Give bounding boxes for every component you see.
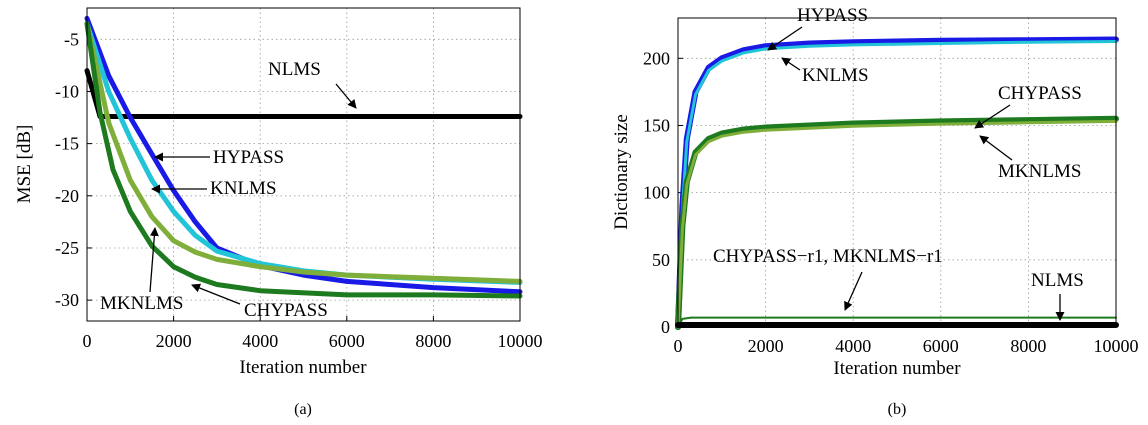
panel-a-y-tick-labels: -30 -25 -20 -15 -10 -5 (55, 29, 79, 310)
panel-a-y-tick-2: -20 (55, 186, 79, 206)
annotation-hypass: HYPASS (213, 147, 284, 168)
panel-a-annotations: NLMS HYPASS KNLMS MKNLMS CHYPASS (100, 59, 357, 321)
panel-b-x-tick-1: 2000 (748, 336, 784, 356)
panel-b-y-tick-2: 100 (643, 183, 670, 203)
panel-b-caption: (b) (888, 401, 907, 418)
panel-a-x-tick-3: 6000 (329, 331, 365, 351)
panel-a-x-tick-1: 2000 (156, 331, 192, 351)
arrow-chypass (191, 283, 241, 305)
annotation-knlms: KNLMS (210, 178, 277, 199)
panel-b-series-knlms (676, 40, 1118, 329)
panel-b-x-tick-4: 8000 (1010, 336, 1046, 356)
panel-a-mse-chart: 0 2000 4000 6000 8000 10000 -30 -25 -20 -15 -10 -5… (14, 7, 543, 418)
panel-a-y-axis-label: MSE [dB] (14, 125, 35, 204)
arrow-nlms (335, 83, 357, 109)
panel-b-dictionary-chart: 0 2000 4000 6000 8000 10000 0 50 100 150 200 Iter… (611, 5, 1139, 418)
annotation-nlms: NLMS (268, 59, 321, 80)
panel-a-gridlines (86, 8, 521, 321)
annotation-b-chypass: CHYPASS (998, 83, 1082, 104)
annotation-b-nlms: NLMS (1031, 270, 1084, 291)
panel-b-x-tick-3: 6000 (923, 336, 959, 356)
panel-b-plot-frame (677, 17, 1117, 328)
panel-b-y-tick-1: 50 (652, 250, 670, 270)
panel-b-y-tick-3: 150 (643, 115, 670, 135)
panel-b-x-tick-2: 4000 (835, 336, 871, 356)
arrow-b-hypass (767, 26, 803, 51)
arrow-b-r1 (844, 271, 863, 311)
panel-a-series-chypass (84, 21, 523, 299)
panel-b-series (675, 36, 1119, 330)
panel-a-x-tick-4: 8000 (415, 331, 451, 351)
panel-a-x-axis-label: Iteration number (239, 357, 367, 378)
annotation-mknlms: MKNLMS (100, 293, 183, 314)
arrow-b-mknlms (979, 135, 1013, 161)
annotation-chypass: CHYPASS (244, 300, 328, 321)
annotation-b-knlms: KNLMS (802, 65, 869, 86)
panel-a-y-tick-5: -5 (64, 29, 79, 49)
annotation-b-r1: CHYPASS−r1, MKNLMS−r1 (713, 246, 943, 267)
panel-a-caption: (a) (294, 401, 312, 418)
panel-a-plot-frame (86, 7, 521, 322)
panel-b-y-tick-4: 200 (643, 48, 670, 68)
panel-a-y-tick-3: -15 (55, 134, 79, 154)
panel-a-x-tick-0: 0 (83, 331, 92, 351)
panel-a-series (84, 15, 523, 299)
panel-b-x-axis-label: Iteration number (833, 358, 961, 379)
panel-b-series-chypass (675, 115, 1119, 330)
panel-a-series-hypass (84, 15, 523, 295)
arrow-b-chypass (974, 104, 1011, 129)
panel-a-x-tick-labels: 0 2000 4000 6000 8000 10000 (83, 331, 543, 351)
panel-a-y-tick-0: -30 (55, 290, 79, 310)
panel-b-y-tick-labels: 0 50 100 150 200 (643, 48, 670, 337)
panel-b-x-tick-labels: 0 2000 4000 6000 8000 10000 (674, 336, 1139, 356)
panel-b-x-tick-5: 10000 (1094, 336, 1139, 356)
panel-a-series-mknlms (84, 21, 523, 284)
panel-b-y-axis-label: Dictionary size (611, 114, 632, 230)
annotation-b-hypass: HYPASS (797, 5, 868, 26)
panel-b-x-tick-0: 0 (674, 336, 683, 356)
arrow-mknlms (149, 227, 159, 293)
panel-a-y-tick-4: -10 (55, 81, 79, 101)
panel-a-x-tick-5: 10000 (498, 331, 543, 351)
arrow-b-knlms (781, 57, 801, 71)
panel-b-y-tick-0: 0 (661, 317, 670, 337)
annotation-b-mknlms: MKNLMS (998, 161, 1081, 182)
panel-a-x-tick-2: 4000 (242, 331, 278, 351)
panel-b-annotations: HYPASS KNLMS CHYPASS MKNLMS CHYPASS−r1, … (713, 5, 1084, 321)
panel-b-series-mknlms (676, 119, 1118, 329)
panel-a-y-tick-1: -25 (55, 238, 79, 258)
